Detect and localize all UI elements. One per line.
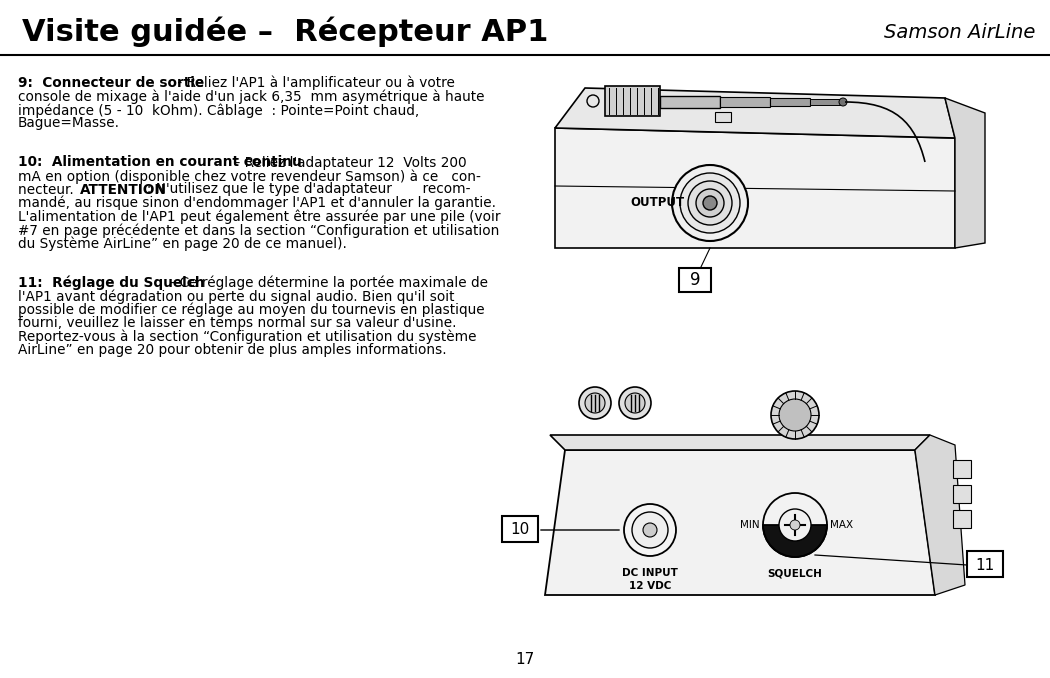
Text: 11: 11: [975, 557, 994, 572]
Text: Samson AirLine: Samson AirLine: [884, 22, 1035, 41]
Text: MIN: MIN: [740, 520, 760, 530]
Bar: [660, 96, 720, 108]
Text: MAX: MAX: [830, 520, 853, 530]
Bar: [810, 99, 840, 105]
Text: 10: 10: [510, 523, 529, 538]
Text: OUTPUT: OUTPUT: [630, 197, 685, 210]
Text: L'alimentation de l'AP1 peut également être assurée par une pile (voir: L'alimentation de l'AP1 peut également ê…: [18, 210, 501, 224]
Circle shape: [779, 399, 811, 431]
Text: Visite guidée –  Récepteur AP1: Visite guidée – Récepteur AP1: [22, 17, 548, 47]
Bar: [502, 516, 538, 542]
Bar: [715, 112, 731, 122]
Text: ATTENTION: ATTENTION: [80, 182, 167, 197]
Text: du Système AirLine” en page 20 de ce manuel).: du Système AirLine” en page 20 de ce man…: [18, 237, 346, 251]
Circle shape: [680, 173, 740, 233]
Text: Bague=Masse.: Bague=Masse.: [18, 117, 120, 130]
Circle shape: [790, 520, 800, 530]
Text: impédance (5 - 10  kOhm). Câblage  : Pointe=Point chaud,: impédance (5 - 10 kOhm). Câblage : Point…: [18, 103, 419, 117]
Polygon shape: [915, 435, 965, 595]
Text: AirLine” en page 20 pour obtenir de plus amples informations.: AirLine” en page 20 pour obtenir de plus…: [18, 343, 446, 357]
Text: l'AP1 avant dégradation ou perte du signal audio. Bien qu'il soit: l'AP1 avant dégradation ou perte du sign…: [18, 289, 455, 304]
Bar: [953, 510, 971, 528]
Text: SQUELCH: SQUELCH: [768, 569, 822, 579]
Text: mA en option (disponible chez votre revendeur Samson) à ce   con-: mA en option (disponible chez votre reve…: [18, 169, 481, 184]
Circle shape: [771, 391, 819, 439]
Bar: [720, 97, 770, 107]
Text: mandé, au risque sinon d'endommager l'AP1 et d'annuler la garantie.: mandé, au risque sinon d'endommager l'AP…: [18, 196, 496, 210]
Circle shape: [632, 512, 668, 548]
Bar: [679, 268, 711, 292]
Polygon shape: [945, 98, 985, 248]
Text: 11:  Réglage du Squelch: 11: Réglage du Squelch: [18, 275, 205, 290]
Circle shape: [643, 523, 657, 537]
Circle shape: [585, 393, 605, 413]
Text: 9:  Connecteur de sortie: 9: Connecteur de sortie: [18, 76, 204, 90]
Circle shape: [696, 189, 724, 217]
Circle shape: [620, 387, 651, 419]
Text: fourni, veuillez le laisser en temps normal sur sa valeur d'usine.: fourni, veuillez le laisser en temps nor…: [18, 316, 457, 330]
Text: #7 en page précédente et dans la section “Configuration et utilisation: #7 en page précédente et dans la section…: [18, 223, 500, 237]
Bar: [967, 551, 1003, 577]
Bar: [605, 86, 660, 116]
Circle shape: [624, 504, 676, 556]
Polygon shape: [555, 128, 956, 248]
Polygon shape: [550, 435, 930, 450]
Circle shape: [779, 509, 811, 541]
Text: - Ce réglage détermine la portée maximale de: - Ce réglage détermine la portée maximal…: [166, 275, 488, 290]
Circle shape: [688, 181, 732, 225]
Text: 9: 9: [690, 271, 700, 289]
Circle shape: [704, 196, 717, 210]
Bar: [953, 460, 971, 478]
Text: DC INPUT: DC INPUT: [622, 568, 678, 578]
Bar: [953, 485, 971, 503]
Polygon shape: [555, 88, 956, 138]
Text: 12 VDC: 12 VDC: [629, 581, 671, 591]
Bar: [770, 98, 810, 106]
Text: : N'utilisez que le type d'adaptateur       recom-: : N'utilisez que le type d'adaptateur re…: [138, 182, 470, 197]
Text: possible de modifier ce réglage au moyen du tournevis en plastique: possible de modifier ce réglage au moyen…: [18, 302, 485, 317]
Circle shape: [839, 98, 847, 106]
Text: console de mixage à l'aide d'un jack 6,35  mm asymétrique à haute: console de mixage à l'aide d'un jack 6,3…: [18, 89, 484, 104]
Wedge shape: [763, 525, 827, 557]
Text: 10:  Alimentation en courant continu: 10: Alimentation en courant continu: [18, 155, 301, 170]
Text: necteur.: necteur.: [18, 182, 78, 197]
Text: Reportez-vous à la section “Configuration et utilisation du système: Reportez-vous à la section “Configuratio…: [18, 330, 477, 344]
Circle shape: [672, 165, 748, 241]
Circle shape: [579, 387, 611, 419]
Text: - Reliez l'AP1 à l'amplificateur ou à votre: - Reliez l'AP1 à l'amplificateur ou à vo…: [173, 76, 455, 90]
Text: 17: 17: [516, 652, 534, 668]
Circle shape: [625, 393, 645, 413]
Polygon shape: [545, 450, 934, 595]
Text: - Reliez l'adaptateur 12  Volts 200: - Reliez l'adaptateur 12 Volts 200: [231, 155, 466, 170]
